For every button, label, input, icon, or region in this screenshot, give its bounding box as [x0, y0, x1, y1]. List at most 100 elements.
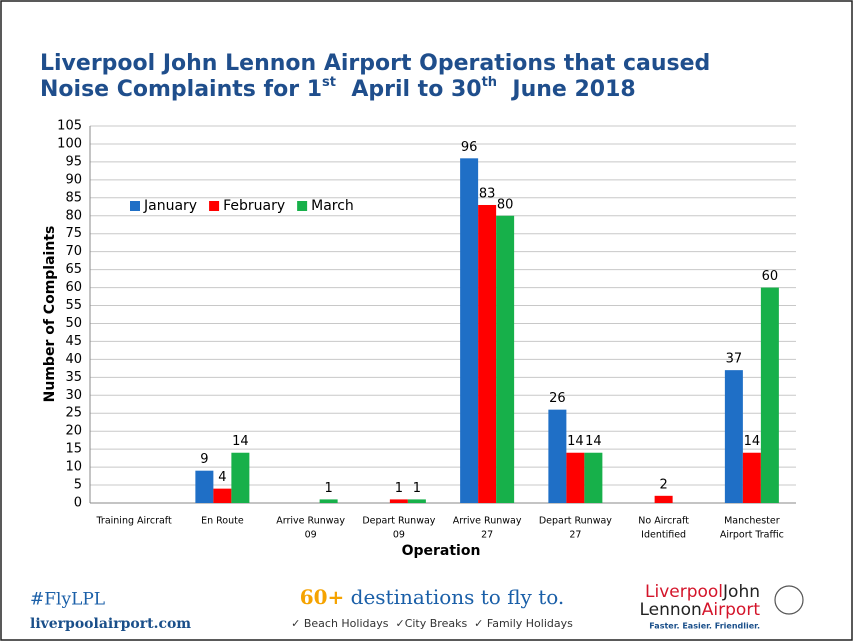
y-tick-label: 60	[65, 280, 82, 295]
x-tick-label: Identified	[641, 530, 686, 541]
value-label: 80	[497, 197, 514, 212]
y-tick-label: 35	[65, 370, 82, 385]
logo-part: Liverpool	[645, 582, 723, 602]
promo-sub: ✓ Beach Holidays ✓City Breaks ✓ Family H…	[291, 617, 573, 630]
x-axis-label: Operation	[402, 543, 481, 559]
y-tick-label: 50	[65, 316, 82, 331]
title-part: June 2018	[497, 77, 636, 102]
x-tick-label: 27	[569, 530, 581, 541]
bar	[478, 204, 497, 503]
promo-text: destinations to fly to.	[344, 585, 564, 609]
logo-part: Lennon	[639, 600, 701, 620]
value-label: 83	[479, 186, 496, 201]
bar	[760, 287, 779, 503]
y-tick-label: 65	[65, 262, 82, 277]
y-tick-label: 15	[65, 442, 82, 457]
bar	[654, 495, 673, 503]
bar	[319, 499, 338, 503]
x-tick-label: 27	[481, 530, 493, 541]
value-label: 26	[549, 391, 566, 406]
x-tick-label: Depart Runway	[539, 516, 612, 527]
logo-line: LiverpoolJohn	[645, 582, 760, 602]
value-label: 1	[413, 481, 421, 496]
value-label: 1	[324, 481, 332, 496]
bar	[724, 370, 743, 503]
y-tick-label: 90	[65, 172, 82, 187]
title-sup: th	[482, 75, 497, 90]
y-tick-label: 75	[65, 226, 82, 241]
y-tick-label: 95	[65, 154, 82, 169]
value-label: 14	[585, 434, 602, 449]
value-label: 1	[395, 481, 403, 496]
x-tick-label: En Route	[201, 516, 244, 527]
value-label: 9	[200, 452, 208, 467]
site: liverpoolairport.com	[30, 616, 191, 632]
value-label: 14	[744, 434, 761, 449]
promo-number: 60+	[300, 585, 345, 609]
x-tick-label: 09	[393, 530, 405, 541]
title-sup: st	[322, 75, 336, 90]
bar	[742, 452, 761, 503]
y-tick-label: 85	[65, 190, 82, 205]
logo-tagline: Faster. Easier. Friendlier.	[649, 622, 760, 631]
value-label: 14	[567, 434, 584, 449]
x-tick-label: Arrive Runway	[453, 516, 522, 527]
y-tick-label: 5	[74, 478, 82, 493]
y-tick-label: 55	[65, 298, 82, 313]
logo-line: LennonAirport	[639, 600, 760, 620]
logo-icon	[774, 585, 804, 615]
chart-title: Liverpool John Lennon Airport Operations…	[40, 51, 710, 76]
promo: 60+ destinations to fly to.	[300, 585, 565, 609]
bar	[584, 452, 603, 503]
value-label: 60	[762, 269, 779, 284]
x-tick-label: Arrive Runway	[276, 516, 345, 527]
bar	[213, 488, 232, 503]
chart-title: Noise Complaints for 1st April to 30th J…	[40, 75, 636, 103]
value-label: 96	[461, 140, 478, 155]
legend-label: February	[223, 198, 285, 214]
y-tick-label: 70	[65, 244, 82, 259]
legend-swatch	[130, 201, 140, 211]
hashtag: #FlyLPL	[30, 590, 105, 610]
title-part: April to 30	[336, 77, 482, 102]
y-axis-label: Number of Complaints	[42, 226, 58, 403]
value-label: 4	[218, 470, 226, 485]
bar	[566, 452, 585, 503]
x-tick-label: Depart Runway	[362, 516, 435, 527]
legend-swatch	[209, 201, 220, 211]
logo-part: Airport	[702, 600, 761, 620]
x-tick-label: Airport Traffic	[720, 530, 784, 541]
bar	[407, 499, 426, 503]
y-tick-label: 80	[65, 208, 82, 223]
value-label: 2	[659, 477, 667, 492]
bar	[231, 452, 250, 503]
legend-swatch	[297, 201, 308, 211]
x-tick-label: Manchester	[724, 516, 780, 527]
y-tick-label: 10	[65, 460, 82, 475]
legend-label: March	[311, 198, 354, 214]
y-tick-label: 20	[65, 424, 82, 439]
bar	[460, 158, 479, 504]
bar	[548, 409, 567, 503]
x-tick-label: Training Aircraft	[96, 516, 172, 527]
y-tick-label: 100	[57, 136, 82, 151]
y-tick-label: 30	[65, 388, 82, 403]
logo-part: John	[722, 582, 760, 602]
x-tick-label: No Aircraft	[638, 516, 689, 527]
y-tick-label: 0	[74, 496, 82, 511]
bar	[195, 470, 214, 503]
y-tick-label: 25	[65, 406, 82, 421]
x-tick-label: 09	[305, 530, 317, 541]
y-tick-label: 105	[57, 119, 82, 134]
bar	[389, 499, 408, 503]
y-tick-label: 45	[65, 334, 82, 349]
bar	[496, 215, 515, 503]
title-part: Noise Complaints for 1	[40, 77, 322, 102]
value-label: 37	[726, 352, 743, 367]
legend-label: January	[143, 198, 197, 214]
value-label: 14	[232, 434, 249, 449]
y-tick-label: 40	[65, 352, 82, 367]
